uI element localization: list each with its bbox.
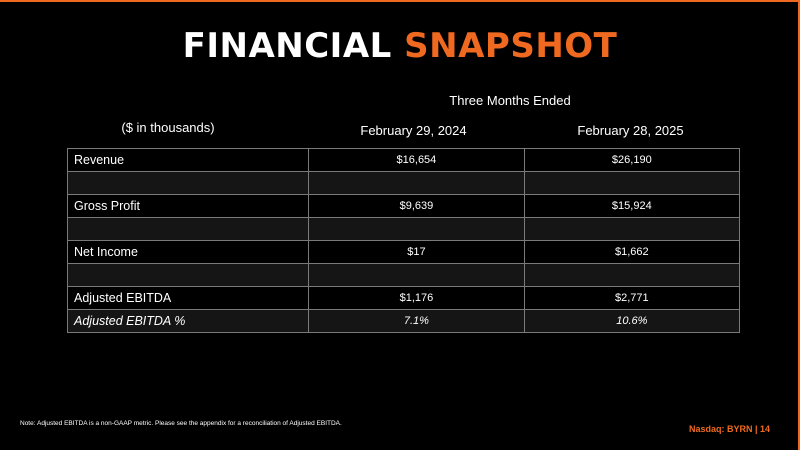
accent-border-right	[798, 0, 800, 450]
footer-ticker-page: Nasdaq: BYRN | 14	[688, 424, 770, 434]
row-label: Gross Profit	[66, 194, 310, 218]
cell-2025	[523, 263, 741, 287]
period-header: Three Months Ended	[449, 93, 571, 108]
row-label: Revenue	[66, 148, 310, 172]
column-header-2024: February 29, 2024	[360, 123, 467, 138]
cell-2024: $9,639	[308, 194, 525, 218]
table-row-net-income: Net Income $17 $1,662	[66, 240, 741, 264]
cell-2024: $17	[308, 240, 525, 264]
cell-2024	[308, 171, 525, 195]
cell-2024: $16,654	[308, 148, 525, 172]
cell-2024	[308, 217, 525, 241]
row-label	[66, 171, 310, 195]
table-row-adjusted-ebitda: Adjusted EBITDA $1,176 $2,771	[66, 286, 741, 310]
cell-2025: $15,924	[523, 194, 741, 218]
cell-2025	[523, 217, 741, 241]
slide-title: FINANCIAL SNAPSHOT	[0, 26, 800, 66]
cell-2025: $26,190	[523, 148, 741, 172]
table-row-spacer	[66, 263, 741, 287]
cell-2024: 7.1%	[308, 309, 525, 333]
table-row-adjusted-ebitda-percent: Adjusted EBITDA % 7.1% 10.6%	[66, 309, 741, 333]
column-header-2025: February 28, 2025	[577, 123, 684, 138]
table-row-gross-profit: Gross Profit $9,639 $15,924	[66, 194, 741, 218]
table-row-spacer	[66, 217, 741, 241]
row-label: Adjusted EBITDA	[66, 286, 310, 310]
title-part-orange: SNAPSHOT	[404, 26, 618, 66]
footnote: Note: Adjusted EBITDA is a non-GAAP metr…	[20, 420, 342, 427]
cell-2025	[523, 171, 741, 195]
row-label: Adjusted EBITDA %	[66, 309, 310, 333]
cell-2025: $2,771	[523, 286, 741, 310]
title-part-white: FINANCIAL	[182, 26, 392, 66]
cell-2025: 10.6%	[523, 309, 741, 333]
table-row-spacer	[66, 171, 741, 195]
units-label: ($ in thousands)	[121, 120, 215, 135]
row-label	[66, 263, 310, 287]
row-label	[66, 217, 310, 241]
financial-table: Revenue $16,654 $26,190 Gross Profit $9,…	[66, 148, 741, 333]
table-row-revenue: Revenue $16,654 $26,190	[66, 148, 741, 172]
cell-2024: $1,176	[308, 286, 525, 310]
cell-2024	[308, 263, 525, 287]
cell-2025: $1,662	[523, 240, 741, 264]
accent-border-top	[0, 0, 800, 2]
row-label: Net Income	[66, 240, 310, 264]
